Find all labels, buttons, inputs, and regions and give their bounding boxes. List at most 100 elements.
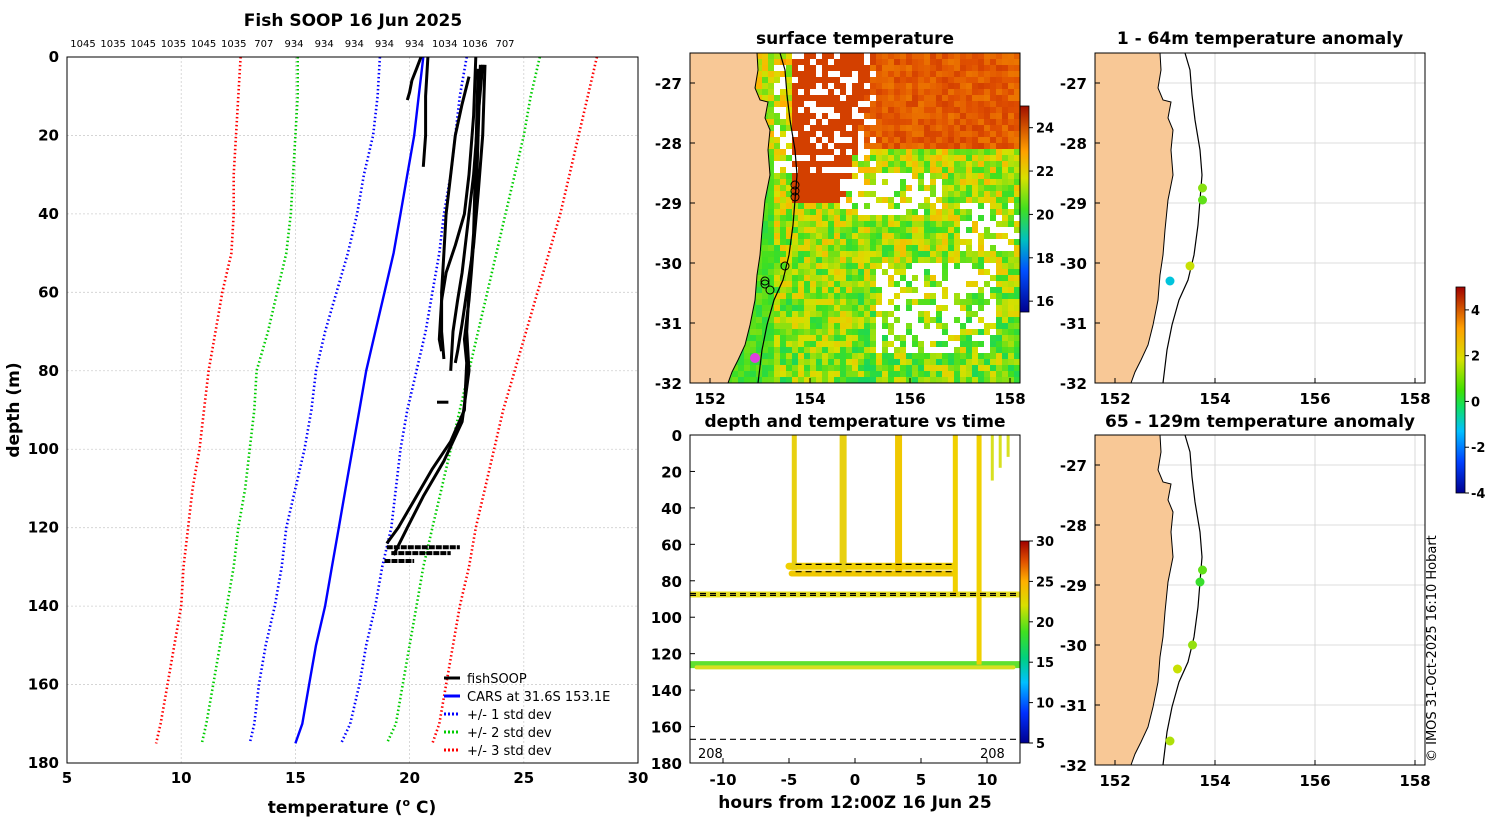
profile-series-line <box>431 56 599 744</box>
map-ytick-label: -30 <box>1060 255 1087 273</box>
profile-lines <box>154 56 599 744</box>
legend-label: +/- 2 std dev <box>467 726 552 741</box>
time-section-panel: depth and temperature vs time -10 -5 0 5 100… <box>651 412 1054 813</box>
map-ytick-label: -28 <box>1060 135 1087 153</box>
map-xtick-label: 158 <box>1399 390 1430 408</box>
time-section-ytick-label: 40 <box>661 500 682 518</box>
legend-label: +/- 1 std dev <box>467 708 552 723</box>
anom-deep-shelf-line <box>1162 435 1203 765</box>
time-section-colorbar-label: 30 <box>1036 535 1054 550</box>
profile-ytick-label: 160 <box>28 676 59 694</box>
anomaly-point <box>1198 195 1207 205</box>
anomaly-point <box>1165 736 1175 746</box>
anom-deep-points <box>1165 565 1207 746</box>
sst-panel: surface temperature 152 154 156 158 -27 -28 -2… <box>655 29 1054 408</box>
anom-colorbar <box>1455 286 1466 494</box>
profile-fish-traces <box>384 56 487 564</box>
time-section-title: depth and temperature vs time <box>705 412 1006 432</box>
profile-ytick-label: 180 <box>28 754 59 772</box>
time-section-ytick-label: 140 <box>651 682 682 700</box>
anomaly-point <box>1195 577 1205 587</box>
anom-colorbar-label: -2 <box>1471 441 1485 456</box>
map-ytick-label: -32 <box>1060 375 1087 393</box>
map-ytick-label: -32 <box>1060 757 1087 775</box>
profile-top-label: 707 <box>254 39 273 50</box>
profile-xtick-label: 10 <box>171 769 192 787</box>
time-section-axes-box <box>689 434 1021 764</box>
profile-xtick-label: 5 <box>62 769 72 787</box>
map-ytick-label: -27 <box>1060 75 1087 93</box>
sst-station-marker <box>790 186 800 196</box>
anomaly-point <box>1198 183 1207 193</box>
profile-ytick-label: 40 <box>38 205 59 223</box>
sst-stations <box>760 180 800 295</box>
time-section-xtick-label: 10 <box>977 771 998 789</box>
profile-xtick-label: 15 <box>285 769 306 787</box>
map-xtick-label: 156 <box>1299 772 1330 790</box>
map-xtick-label: 152 <box>1099 390 1130 408</box>
anom-shallow-ticks: 152 154 156 158 -27 -28 -29 -30 -31 -32 <box>1060 75 1431 408</box>
profile-xtick-label: 30 <box>628 769 649 787</box>
time-section-colorbar-label: 5 <box>1036 737 1045 752</box>
time-section-data <box>690 435 1020 740</box>
profile-axes-box <box>66 56 639 764</box>
profile-xtick-label: 20 <box>399 769 420 787</box>
time-section-colorbar-label: 15 <box>1036 656 1054 671</box>
sst-station-marker <box>790 180 800 190</box>
sst-ticks: 152 154 156 158 -27 -28 -29 -30 -31 -32 <box>655 75 1026 408</box>
anomaly-point <box>1188 640 1197 650</box>
anom-colorbar-label: 0 <box>1471 395 1480 410</box>
legend-label: CARS at 31.6S 153.1E <box>467 690 610 705</box>
time-section-ytick-label: 100 <box>651 609 682 627</box>
profile-panel: Fish SOOP 16 Jun 2025 1045 1035 1045 1035 10… <box>4 11 648 818</box>
anom-deep-title: 65 - 129m temperature anomaly <box>1105 412 1415 432</box>
profile-title: Fish SOOP 16 Jun 2025 <box>244 11 462 31</box>
profile-series-line <box>154 56 242 744</box>
profile-top-labels: 1045 1035 1045 1035 1045 1035 707 934 934 934 934 9… <box>70 39 514 50</box>
anom-shallow-panel: 1 - 64m temperature anomaly 152 154 156 158… <box>1060 29 1431 408</box>
profile-top-label: 1035 <box>100 39 125 50</box>
anom-deep-panel: 65 - 129m temperature anomaly 152 154 156 1… <box>1060 286 1485 790</box>
anomaly-point <box>1185 261 1195 271</box>
anomaly-point <box>1165 276 1175 286</box>
sst-colorbar-ticks: 16 18 20 22 24 <box>1029 122 1054 310</box>
map-ytick-label: -30 <box>655 255 682 273</box>
profile-series-line <box>294 56 425 744</box>
map-ytick-label: -31 <box>1060 697 1087 715</box>
profile-series-line <box>200 57 300 744</box>
map-xtick-label: 152 <box>694 390 725 408</box>
map-xtick-label: 156 <box>1299 390 1330 408</box>
sst-station-marker <box>780 261 790 271</box>
sst-colorbar-label: 22 <box>1036 165 1054 180</box>
profile-ytick-label: 100 <box>28 440 59 458</box>
time-section-xtick-label: -10 <box>709 771 736 789</box>
profile-xlabel: temperature (o C) <box>268 796 437 818</box>
profile-ytick-label: 80 <box>38 362 59 380</box>
sst-colorbar-label: 24 <box>1036 122 1054 137</box>
anom-deep-ticks: 152 154 156 158 -27 -28 -29 -30 -31 -32 <box>1060 457 1431 790</box>
legend-label: +/- 3 std dev <box>467 744 552 759</box>
map-ytick-label: -27 <box>655 75 682 93</box>
time-section-ytick-label: 20 <box>661 463 682 481</box>
profile-legend: fishSOOP CARS at 31.6S 153.1E +/- 1 std de… <box>444 672 610 759</box>
profile-fish-trace <box>392 68 480 556</box>
map-ytick-label: -29 <box>655 195 682 213</box>
profile-top-label: 934 <box>345 39 364 50</box>
anom-colorbar-label: 4 <box>1471 304 1480 319</box>
anom-deep-land <box>1095 435 1174 765</box>
profile-fish-trace <box>385 64 482 545</box>
anom-colorbar-label: -4 <box>1471 487 1485 502</box>
profile-ytick-label: 140 <box>28 597 59 615</box>
time-section-xtick-label: 5 <box>916 771 926 789</box>
anomaly-point <box>1173 664 1182 674</box>
time-section-ytick-label: 60 <box>661 536 682 554</box>
map-ytick-label: -28 <box>1060 517 1087 535</box>
time-section-colorbar-label: 25 <box>1036 575 1054 590</box>
profile-top-label: 707 <box>495 39 514 50</box>
profile-ytick-label: 120 <box>28 519 59 537</box>
profile-top-label: 934 <box>315 39 334 50</box>
map-xtick-label: 156 <box>894 390 925 408</box>
map-ytick-label: -31 <box>655 315 682 333</box>
profile-ytick-label: 60 <box>38 283 59 301</box>
